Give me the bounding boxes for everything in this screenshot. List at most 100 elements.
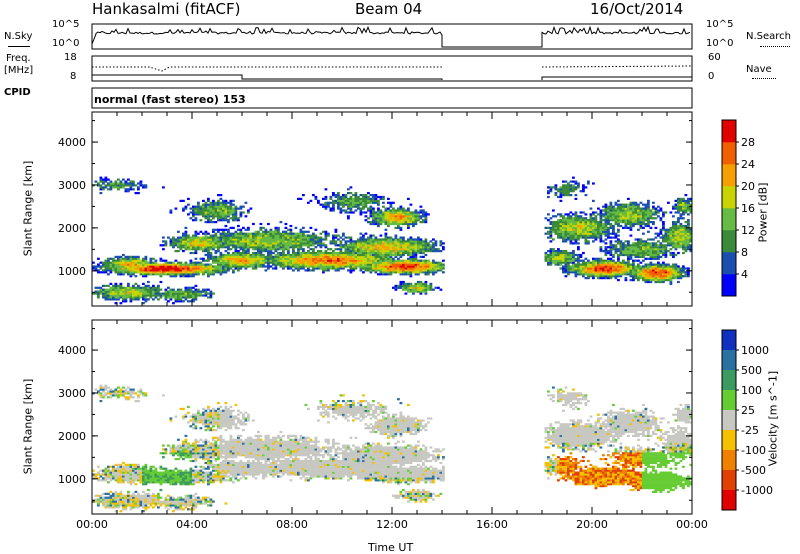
power-cell bbox=[287, 248, 290, 251]
velocity-cell bbox=[97, 390, 100, 393]
power-cell bbox=[209, 240, 213, 243]
power-cell bbox=[282, 234, 285, 237]
power-cell bbox=[324, 246, 328, 249]
power-cell bbox=[634, 265, 638, 268]
power-cell bbox=[402, 219, 405, 222]
power-cell bbox=[147, 265, 150, 268]
power-cell bbox=[349, 209, 353, 212]
power-cell bbox=[394, 261, 398, 264]
power-cell bbox=[177, 288, 180, 291]
power-cell bbox=[387, 251, 390, 255]
power-cell bbox=[629, 221, 633, 224]
power-cell bbox=[274, 228, 278, 231]
power-cell bbox=[562, 269, 565, 272]
power-cell bbox=[617, 215, 620, 218]
power-cell bbox=[127, 267, 130, 270]
power-cell bbox=[364, 205, 368, 208]
power-cell bbox=[394, 211, 398, 214]
power-cell bbox=[122, 263, 125, 266]
power-cell bbox=[267, 259, 270, 262]
power-cell bbox=[612, 228, 615, 231]
power-cell bbox=[192, 238, 195, 241]
power-cell bbox=[647, 219, 650, 222]
power-cell bbox=[309, 269, 313, 272]
power-cell bbox=[182, 269, 185, 272]
power-cell bbox=[689, 240, 693, 243]
power-cell bbox=[137, 192, 140, 195]
power-cell bbox=[212, 201, 215, 204]
power-cell bbox=[622, 261, 625, 264]
power-cell bbox=[602, 265, 605, 268]
power-cell bbox=[384, 257, 388, 260]
power-cell bbox=[607, 221, 610, 224]
power-cell bbox=[324, 230, 328, 233]
power-cell bbox=[194, 271, 198, 274]
power-cell bbox=[647, 242, 650, 245]
power-cell bbox=[602, 273, 605, 276]
power-cell bbox=[324, 265, 328, 268]
power-cell bbox=[639, 269, 643, 272]
power-cell bbox=[169, 238, 173, 241]
power-cell bbox=[217, 248, 220, 251]
power-cell bbox=[572, 251, 575, 255]
power-cell bbox=[689, 234, 693, 237]
power-cell bbox=[399, 217, 403, 220]
power-cell bbox=[544, 253, 548, 257]
power-cell bbox=[559, 186, 563, 189]
power-cell bbox=[209, 294, 213, 297]
power-cell bbox=[577, 224, 580, 228]
power-cell bbox=[402, 207, 405, 210]
power-cell bbox=[574, 222, 578, 226]
power-cell bbox=[652, 201, 655, 204]
power-cell bbox=[622, 251, 625, 255]
power-cell bbox=[224, 250, 228, 253]
power-cell bbox=[672, 275, 675, 278]
power-cell bbox=[312, 259, 315, 262]
power-cell bbox=[292, 248, 295, 251]
power-cell bbox=[237, 265, 240, 268]
power-cell bbox=[677, 224, 680, 228]
power-cell bbox=[674, 275, 678, 278]
power-cell bbox=[592, 259, 595, 262]
power-cell bbox=[609, 248, 613, 251]
power-cell bbox=[114, 261, 118, 264]
power-cell bbox=[234, 219, 238, 222]
power-cell bbox=[617, 259, 620, 262]
power-cell bbox=[657, 271, 660, 274]
power-cell bbox=[192, 298, 195, 301]
power-cell bbox=[659, 244, 663, 247]
power-cell bbox=[124, 271, 128, 274]
power-cell bbox=[352, 251, 355, 255]
power-cell bbox=[684, 230, 688, 233]
beam-label: Beam 04 bbox=[355, 0, 423, 18]
power-cell bbox=[412, 250, 415, 253]
power-cell bbox=[609, 213, 613, 216]
power-cell bbox=[169, 261, 173, 264]
power-cell bbox=[364, 240, 368, 243]
power-cell bbox=[297, 238, 300, 241]
power-cell bbox=[414, 255, 418, 258]
power-cell bbox=[629, 207, 633, 210]
power-cell bbox=[247, 263, 250, 266]
power-cell bbox=[619, 224, 623, 228]
power-cell bbox=[204, 269, 208, 272]
power-cell bbox=[599, 224, 603, 228]
power-cell bbox=[637, 219, 640, 222]
power-cell bbox=[682, 240, 685, 243]
velocity-cell bbox=[107, 396, 110, 399]
power-cell bbox=[237, 240, 240, 243]
power-cell bbox=[599, 273, 603, 276]
power-cell bbox=[289, 228, 293, 231]
power-cell bbox=[147, 286, 150, 289]
power-cell bbox=[249, 261, 253, 264]
power-cell bbox=[684, 211, 688, 214]
power-cell bbox=[419, 267, 423, 270]
power-cell bbox=[579, 273, 583, 276]
power-cell bbox=[377, 242, 380, 245]
power-cell bbox=[239, 238, 243, 241]
power-cell bbox=[604, 269, 608, 272]
power-cell bbox=[399, 226, 403, 229]
power-cell bbox=[572, 228, 575, 231]
power-cell bbox=[287, 261, 290, 264]
power-cell bbox=[124, 298, 128, 301]
